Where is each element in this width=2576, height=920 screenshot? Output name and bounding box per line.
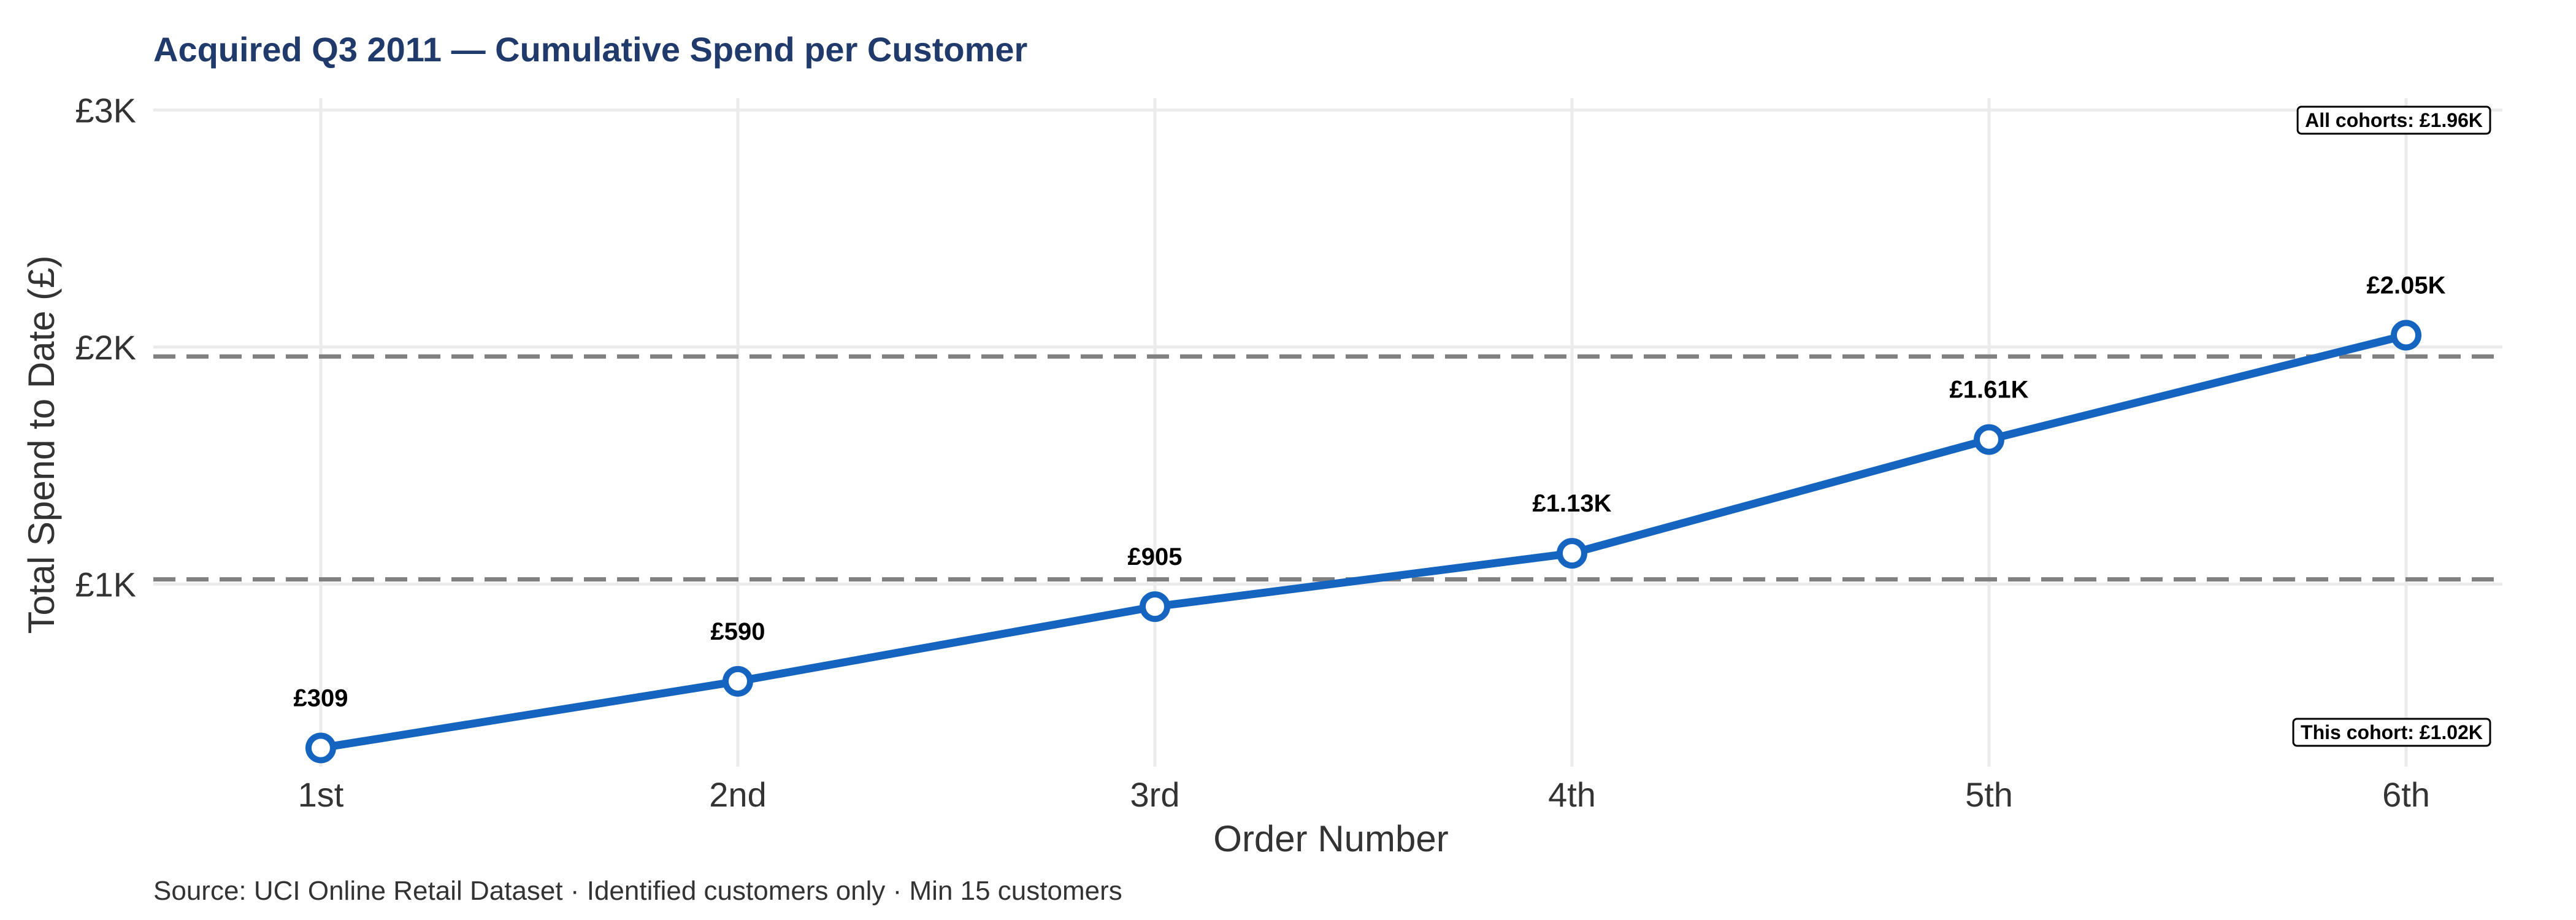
y-tick-label: £1K [75, 565, 136, 604]
data-label: £590 [711, 618, 765, 645]
chart-title: Acquired Q3 2011 — Cumulative Spend per … [153, 30, 1027, 69]
reference-label: This cohort: £1.02K [2292, 718, 2491, 747]
data-label: £2.05K [2367, 272, 2446, 299]
data-label: £1.13K [1533, 490, 1612, 517]
reference-label-text: This cohort: £1.02K [2301, 721, 2483, 743]
data-point [2391, 320, 2421, 351]
y-axis-ticks: £1K £2K £3K [75, 91, 136, 604]
data-label: £905 [1128, 543, 1183, 570]
data-point [1974, 424, 2004, 455]
data-point [723, 665, 753, 697]
grid [153, 98, 2502, 767]
x-tick-label: 2nd [709, 775, 766, 814]
data-point [1140, 591, 1170, 623]
data-point [1557, 538, 1587, 569]
reference-label-text: All cohorts: £1.96K [2305, 109, 2483, 131]
x-axis-ticks: 1st 2nd 3rd 4th 5th 6th [298, 775, 2430, 814]
reference-label: All cohorts: £1.96K [2296, 105, 2491, 135]
x-axis-label: Order Number [1213, 818, 1448, 859]
reference-lines: This cohort: £1.02K All cohorts: £1.96K [153, 105, 2502, 747]
reference-label-box [2292, 718, 2491, 747]
x-tick-label: 1st [298, 775, 344, 814]
x-tick-label: 6th [2382, 775, 2430, 814]
data-labels: £309 £590 £905 £1.13K £1.61K £2.05K [294, 272, 2446, 712]
x-tick-label: 5th [1965, 775, 2013, 814]
y-tick-label: £2K [75, 328, 136, 367]
reference-label-box [2296, 105, 2491, 135]
chart-caption: Source: UCI Online Retail Dataset · Iden… [153, 876, 1122, 906]
x-tick-label: 3rd [1130, 775, 1180, 814]
y-tick-label: £3K [75, 91, 136, 129]
y-axis-label: Total Spend to Date (£) [21, 255, 62, 634]
data-point [305, 732, 336, 764]
data-label: £309 [294, 684, 348, 711]
data-label: £1.61K [1950, 377, 2029, 404]
series-line [316, 331, 2410, 752]
x-tick-label: 4th [1548, 775, 1596, 814]
series [305, 320, 2421, 764]
